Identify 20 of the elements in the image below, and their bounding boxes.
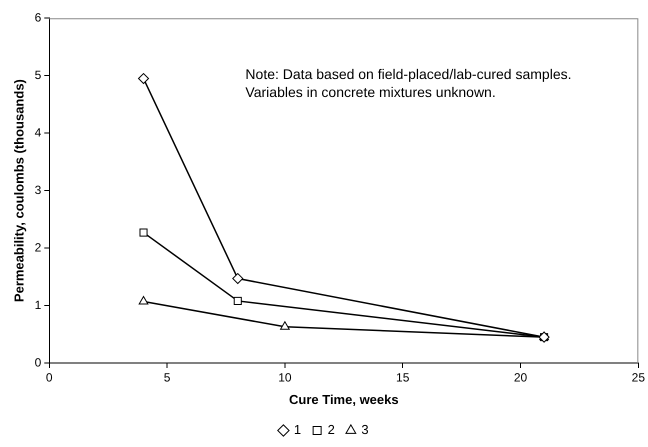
y-tick-label: 4 [34,125,42,140]
legend-label: 3 [361,422,369,438]
legend-label: 2 [328,422,335,438]
annotation: Variables in concrete mixtures unknown. [245,84,496,100]
y-tick-label: 6 [34,10,42,25]
x-tick-label: 15 [396,370,410,385]
y-axis-title: Permeability, coulombs (thousands) [11,79,26,302]
annotation: Note: Data based on field-placed/lab-cured samples. [245,66,572,82]
y-tick-label: 1 [34,298,42,312]
y-tick-label: 5 [34,68,42,82]
y-tick-label: 0 [34,355,42,370]
y-tick-label: 3 [34,182,42,197]
x-tick-label: 5 [164,370,171,385]
x-axis-title: Cure Time, weeks [289,392,399,407]
x-tick-label: 10 [278,370,292,385]
x-tick-label: 25 [632,370,646,385]
x-tick-label: 0 [46,370,53,385]
y-tick-label: 2 [34,240,42,254]
x-tick-label: 20 [514,370,528,385]
legend-label: 1 [294,422,302,438]
